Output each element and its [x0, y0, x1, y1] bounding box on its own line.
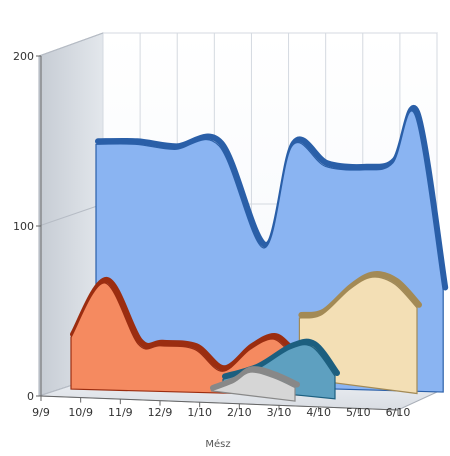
series-rim [70, 276, 312, 372]
x-axis-title: Mész [205, 438, 230, 450]
chart-series [70, 105, 449, 402]
chart-axes: 0 100 200 9/9 10/9 11/9 12/9 1/10 2/10 3/10 4/10 5/… [13, 50, 410, 419]
x-tick-label: 9/9 [32, 406, 50, 419]
x-tick-label: 2/10 [227, 406, 252, 419]
side-gridline [38, 32, 104, 57]
series-face [210, 371, 296, 402]
x-tick-label: 3/10 [267, 406, 292, 419]
y-tick-label: 200 [13, 50, 34, 63]
series-rim [210, 366, 300, 391]
y-tick-label: 0 [27, 390, 34, 403]
side-gridline [38, 203, 104, 227]
series-rim [95, 105, 449, 291]
x-tick-label: 12/9 [148, 406, 173, 419]
y-tick-label: 100 [13, 220, 34, 233]
x-tick-label: 5/10 [346, 406, 371, 419]
x-tick-label: 6/10 [386, 406, 411, 419]
x-tick-label: 1/10 [187, 406, 212, 419]
x-tick-label: 4/10 [306, 406, 331, 419]
x-tick-label: 11/9 [108, 406, 133, 419]
series-area [210, 366, 300, 402]
x-axis-line [40, 395, 399, 411]
x-tick-label: 10/9 [68, 406, 93, 419]
series-rim [298, 271, 422, 318]
